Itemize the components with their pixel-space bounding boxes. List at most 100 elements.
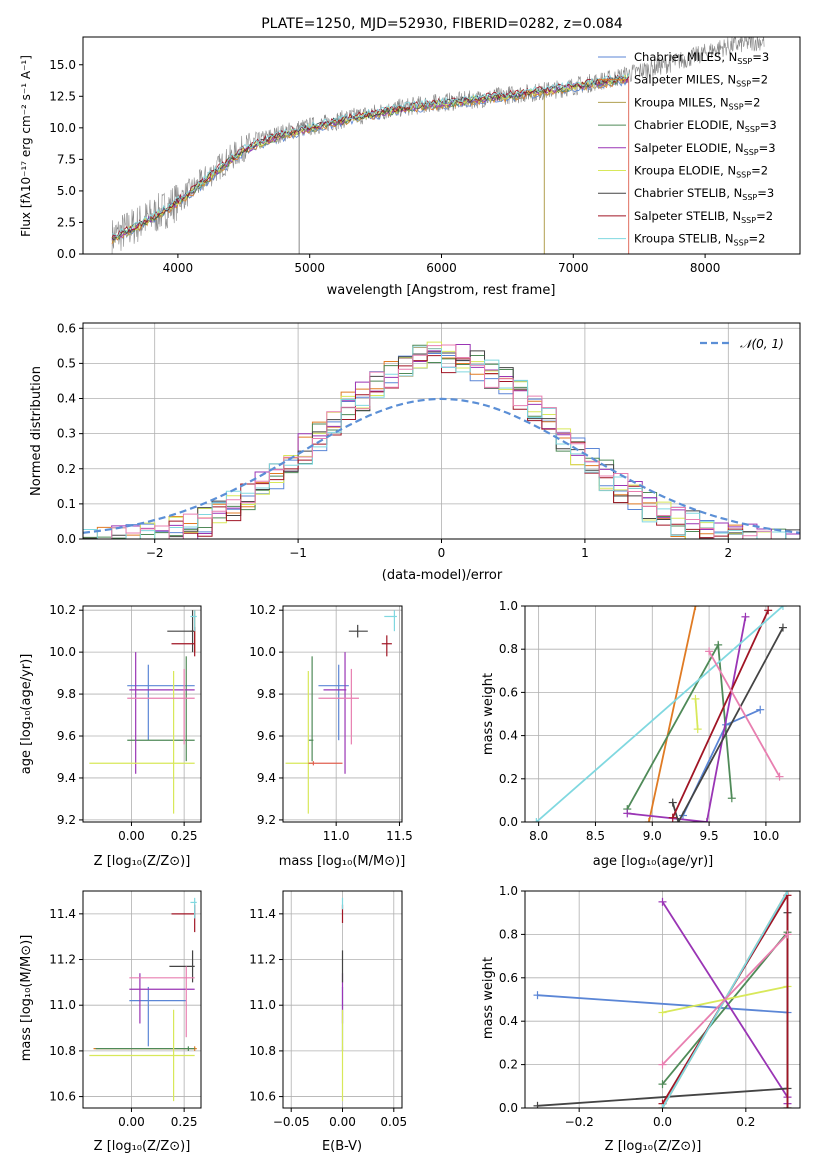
plus-marker: [623, 809, 632, 818]
legend-label: Chabrier STELIB, NSSP=3: [634, 186, 774, 202]
y-tick-label: 10.8: [249, 1044, 276, 1058]
weight-line: [682, 708, 761, 816]
mass-ebv-panel: E(B-V) −0.05 0.00 0.05 10.6 10.8 11.0 11.2 11.4: [249, 890, 407, 1154]
y-tick-label: 9.2: [57, 813, 76, 827]
data-point: [171, 904, 196, 933]
x-tick-label: 0.00: [329, 1115, 356, 1129]
x-tick-label: 2: [724, 546, 732, 560]
plus-marker: [691, 606, 700, 610]
data-point: [348, 624, 368, 638]
y-tick-label: 9.6: [57, 729, 76, 743]
plus-marker: [727, 794, 736, 803]
weight-line: [535, 606, 784, 822]
plus-marker: [533, 991, 542, 1000]
spectrum-ylabel: Flux [fλ10⁻¹⁷ erg cm⁻² s⁻¹ A⁻¹]: [19, 55, 33, 237]
data-point: [129, 652, 195, 774]
legend-label: Chabrier MILES, NSSP=3: [634, 50, 769, 66]
plus-marker: [658, 1060, 667, 1069]
axes-frame: 8.0 8.5 9.0 9.5 10.0 0.0 0.2 0.4 0.6 0.8 1.0: [499, 599, 801, 843]
axes-box: [524, 605, 801, 823]
y-tick-label: 0.8: [499, 642, 518, 656]
plus-marker: [658, 1080, 667, 1089]
data-point: [190, 897, 197, 919]
x-tick-label: −2: [146, 546, 164, 560]
plus-marker: [783, 1104, 792, 1108]
model-line: [111, 77, 630, 244]
y-tick-label: 11.4: [49, 907, 76, 921]
axes-frame: 4000 5000 6000 7000 8000 0.0 2.5 5.0 7.5 10.0 12.5…: [49, 36, 801, 275]
x-tick-label: 7000: [558, 261, 589, 275]
age-z-xlabel: Z [log₁₀(Z/Z⊙)]: [94, 854, 191, 869]
spectrum-xlabel: wavelength [Angstrom, rest frame]: [327, 283, 556, 298]
x-tick-label: 8000: [690, 261, 721, 275]
y-tick-label: 0.0: [499, 1101, 518, 1115]
x-tick-label: 8.0: [529, 829, 548, 843]
data-point: [89, 671, 195, 814]
data-point: [129, 973, 195, 1024]
plus-marker: [714, 640, 723, 649]
plus-marker: [775, 772, 784, 781]
plus-marker: [756, 705, 765, 714]
data-point: [190, 610, 197, 632]
spectrum-legend: Chabrier MILES, NSSP=3 Salpeter MILES, NS…: [598, 50, 777, 248]
y-tick-label: 9.4: [57, 771, 76, 785]
x-tick-label: 0.0: [653, 1115, 672, 1129]
y-tick-label: 9.8: [257, 687, 276, 701]
x-tick-label: 6000: [426, 261, 457, 275]
plus-marker: [658, 1008, 667, 1017]
legend-label: Salpeter ELODIE, NSSP=3: [634, 141, 776, 157]
grid: [525, 890, 800, 1109]
model-line: [111, 74, 630, 239]
plus-marker: [705, 647, 714, 656]
y-tick-label: 11.0: [249, 998, 276, 1012]
axes-frame: 0.00 0.25 9.2 9.4 9.6 9.8 10.0 10.2: [49, 603, 202, 843]
x-tick-label: 0.00: [118, 1115, 145, 1129]
y-tick-label: 15.0: [49, 58, 76, 72]
weight-z-xlabel: Z [log₁₀(Z/Z⊙)]: [605, 1139, 702, 1154]
data-point: [381, 635, 392, 657]
legend-label: Kroupa MILES, NSSP=2: [634, 95, 760, 111]
model-line: [111, 74, 630, 238]
x-tick-label: −0.05: [273, 1115, 310, 1129]
axes-frame: −0.2 0.0 0.2 0.0 0.2 0.4 0.6 0.8 1.0: [499, 884, 801, 1129]
y-tick-label: 0.0: [57, 247, 76, 261]
plus-marker: [778, 623, 787, 632]
plus-marker: [532, 818, 541, 822]
weight-line: [671, 627, 784, 822]
x-tick-label: 9.0: [643, 829, 662, 843]
model-line: [111, 76, 630, 241]
x-tick-label: 0.00: [118, 829, 145, 843]
weight-line: [661, 933, 789, 1066]
plus-marker: [668, 813, 677, 822]
weight-z-ylabel: mass weight: [481, 957, 496, 1039]
plot-area: [533, 891, 792, 1108]
y-tick-label: 0.6: [499, 971, 518, 985]
plus-marker: [764, 606, 773, 615]
x-tick-label: −1: [289, 546, 307, 560]
x-tick-label: 1: [581, 546, 589, 560]
x-tick-label: 9.5: [700, 829, 719, 843]
data-point: [127, 656, 195, 762]
data-point: [285, 671, 314, 814]
plus-marker: [702, 818, 711, 822]
weight-line: [537, 994, 788, 1014]
residual-ylabel: Normed distribution: [29, 366, 44, 496]
residual-xlabel: (data-model)/error: [382, 568, 503, 583]
plus-marker: [533, 1101, 542, 1108]
data-point: [127, 668, 195, 745]
histogram-outline: [83, 344, 800, 539]
y-tick-label: 0.4: [57, 392, 76, 406]
y-tick-label: 11.4: [249, 907, 276, 921]
y-tick-label: 0.5: [57, 356, 76, 370]
axes-frame: 0.00 0.25 10.6 10.8 11.0 11.2 11.4: [49, 890, 202, 1129]
data-point: [171, 626, 196, 657]
x-tick-label: 10.0: [753, 829, 780, 843]
grid: [83, 606, 201, 822]
plus-marker: [693, 725, 702, 734]
legend-label: Salpeter STELIB, NSSP=2: [634, 209, 773, 225]
y-tick-label: 11.2: [49, 953, 76, 967]
legend-label: Kroupa ELODIE, NSSP=2: [634, 164, 768, 180]
y-tick-label: 11.0: [49, 998, 76, 1012]
plus-marker: [644, 818, 653, 822]
y-tick-label: 10.0: [49, 645, 76, 659]
